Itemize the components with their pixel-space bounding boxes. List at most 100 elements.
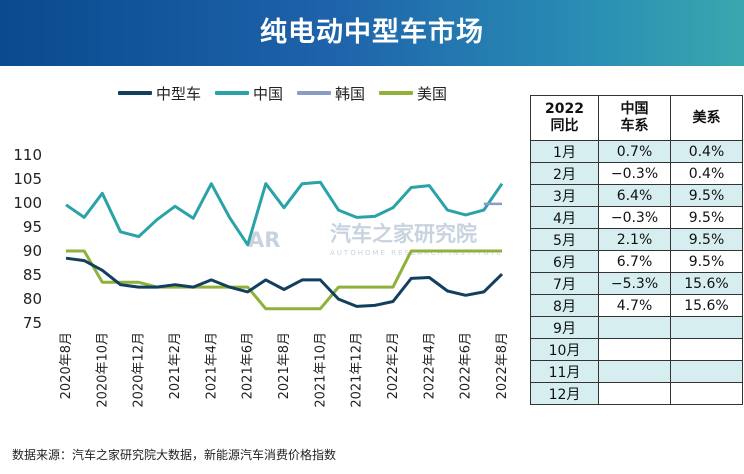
table-cell-month: 9月 bbox=[530, 316, 599, 339]
table-row: 11月 bbox=[530, 360, 743, 383]
legend-swatch bbox=[379, 91, 414, 95]
legend-swatch bbox=[215, 91, 250, 95]
table-row: 8月 4.7% 15.6% bbox=[530, 294, 743, 317]
y-tick-label: 85 bbox=[23, 266, 42, 284]
y-tick-label: 90 bbox=[23, 242, 42, 260]
legend-label: 韩国 bbox=[335, 84, 366, 103]
table-cell-month: 10月 bbox=[530, 338, 599, 361]
title-banner bbox=[0, 0, 744, 66]
line-chart: AR 汽车之家研究院 AUTOHOME RESEARCH INSTITUTE 7… bbox=[13, 146, 510, 408]
legend-item-midsize: 中型车 bbox=[118, 83, 201, 104]
table-row: 2月 −0.3% 0.4% bbox=[530, 162, 743, 185]
legend-label: 中型车 bbox=[156, 84, 202, 103]
series-layer bbox=[65, 180, 504, 311]
y-tick-label: 110 bbox=[13, 146, 42, 164]
table-cell-month: 11月 bbox=[530, 360, 599, 383]
yoy-table: 2022 同比 中国 车系 美系 1月 0.7% 0.4% 2月 −0.3% 0.4% 3月 6.… bbox=[530, 95, 743, 405]
watermark-text: 汽车之家研究院 bbox=[330, 222, 477, 246]
legend-swatch bbox=[297, 91, 332, 95]
header-yoy: 2022 同比 bbox=[530, 95, 599, 141]
watermark-subtext: AUTOHOME RESEARCH INSTITUTE bbox=[330, 249, 503, 257]
series-line-美国 bbox=[66, 249, 502, 311]
table-cell-us: 9.5% bbox=[670, 184, 743, 207]
table-cell-cn bbox=[598, 338, 671, 361]
x-tick-label: 2021年2月 bbox=[168, 332, 183, 399]
x-tick-label: 2021年6月 bbox=[241, 332, 256, 399]
table-cell-cn: −0.3% bbox=[598, 206, 671, 229]
x-tick-label: 2020年10月 bbox=[95, 332, 110, 408]
legend-item-china: 中国 bbox=[215, 83, 283, 104]
x-tick-label: 2022年4月 bbox=[422, 332, 437, 399]
table-cell-month: 3月 bbox=[530, 184, 599, 207]
x-tick-label: 2021年8月 bbox=[277, 332, 292, 399]
x-tick-label: 2021年10月 bbox=[313, 332, 328, 408]
page-title: 纯电动中型车市场 bbox=[260, 17, 484, 48]
x-tick-label: 2021年12月 bbox=[350, 332, 365, 408]
x-tick-label: 2022年8月 bbox=[495, 332, 510, 399]
table-cell-cn: 4.7% bbox=[598, 294, 671, 317]
data-source: 数据来源：汽车之家研究院大数据，新能源汽车消费价格指数 bbox=[12, 448, 337, 462]
x-tick-label: 2022年6月 bbox=[459, 332, 474, 399]
table-cell-us bbox=[670, 382, 743, 405]
table-cell-month: 6月 bbox=[530, 250, 599, 273]
table-row: 4月 −0.3% 9.5% bbox=[530, 206, 743, 229]
table-cell-month: 5月 bbox=[530, 228, 599, 251]
chart-legend: 中型车 中国 韩国 美国 bbox=[118, 80, 461, 106]
table-cell-us: 9.5% bbox=[670, 206, 743, 229]
legend-label: 美国 bbox=[417, 84, 448, 103]
table-cell-us bbox=[670, 338, 743, 361]
legend-swatch bbox=[118, 91, 152, 95]
legend-item-korea: 韩国 bbox=[297, 83, 365, 104]
table-row: 1月 0.7% 0.4% bbox=[530, 140, 743, 163]
watermark: AR 汽车之家研究院 AUTOHOME RESEARCH INSTITUTE bbox=[248, 222, 503, 257]
table-cell-cn: −5.3% bbox=[598, 272, 671, 295]
series-line-中国 bbox=[65, 180, 504, 247]
header-china: 中国 车系 bbox=[598, 95, 671, 141]
x-tick-label: 2021年4月 bbox=[204, 332, 219, 399]
y-tick-label: 100 bbox=[13, 194, 42, 212]
table-cell-us: 0.4% bbox=[670, 162, 743, 185]
table-cell-us: 0.4% bbox=[670, 140, 743, 163]
table-cell-us: 15.6% bbox=[670, 272, 743, 295]
table-cell-cn: −0.3% bbox=[598, 162, 671, 185]
table-cell-us bbox=[670, 360, 743, 383]
table-cell-cn: 6.4% bbox=[598, 184, 671, 207]
table-cell-cn: 6.7% bbox=[598, 250, 671, 273]
table-cell-us: 9.5% bbox=[670, 250, 743, 273]
legend-item-usa: 美国 bbox=[379, 83, 447, 104]
y-tick-label: 95 bbox=[23, 218, 42, 236]
y-axis: 75 80 85 90 95 100 105 110 bbox=[13, 146, 42, 332]
table-cell-cn bbox=[598, 382, 671, 405]
x-tick-label: 2020年8月 bbox=[59, 332, 74, 399]
table-cell-cn: 0.7% bbox=[598, 140, 671, 163]
watermark-logo: AR bbox=[248, 228, 280, 252]
table-cell-cn bbox=[598, 316, 671, 339]
table-row: 6月 6.7% 9.5% bbox=[530, 250, 743, 273]
x-axis: 2020年8月 2020年10月 2020年12月 2021年2月 2021年4月 202… bbox=[59, 332, 510, 408]
header-usa: 美系 bbox=[670, 95, 743, 141]
table-cell-cn: 2.1% bbox=[598, 228, 671, 251]
series-line-中型车 bbox=[65, 256, 504, 308]
table-cell-us bbox=[670, 316, 743, 339]
table-cell-month: 4月 bbox=[530, 206, 599, 229]
legend-label: 中国 bbox=[253, 84, 284, 103]
table-cell-cn bbox=[598, 360, 671, 383]
y-tick-label: 80 bbox=[23, 290, 42, 308]
table-row: 7月 −5.3% 15.6% bbox=[530, 272, 743, 295]
table-header-row: 2022 同比 中国 车系 美系 bbox=[530, 95, 743, 141]
table-cell-month: 8月 bbox=[530, 294, 599, 317]
table-row: 5月 2.1% 9.5% bbox=[530, 228, 743, 251]
table-cell-month: 12月 bbox=[530, 382, 599, 405]
table-cell-month: 7月 bbox=[530, 272, 599, 295]
y-tick-label: 105 bbox=[13, 170, 42, 188]
x-tick-label: 2020年12月 bbox=[132, 332, 147, 408]
table-row: 10月 bbox=[530, 338, 743, 361]
table-row: 12月 bbox=[530, 382, 743, 405]
table-row: 3月 6.4% 9.5% bbox=[530, 184, 743, 207]
table-cell-month: 1月 bbox=[530, 140, 599, 163]
table-cell-us: 9.5% bbox=[670, 228, 743, 251]
table-cell-month: 2月 bbox=[530, 162, 599, 185]
table-cell-us: 15.6% bbox=[670, 294, 743, 317]
table-row: 9月 bbox=[530, 316, 743, 339]
y-tick-label: 75 bbox=[23, 314, 42, 332]
